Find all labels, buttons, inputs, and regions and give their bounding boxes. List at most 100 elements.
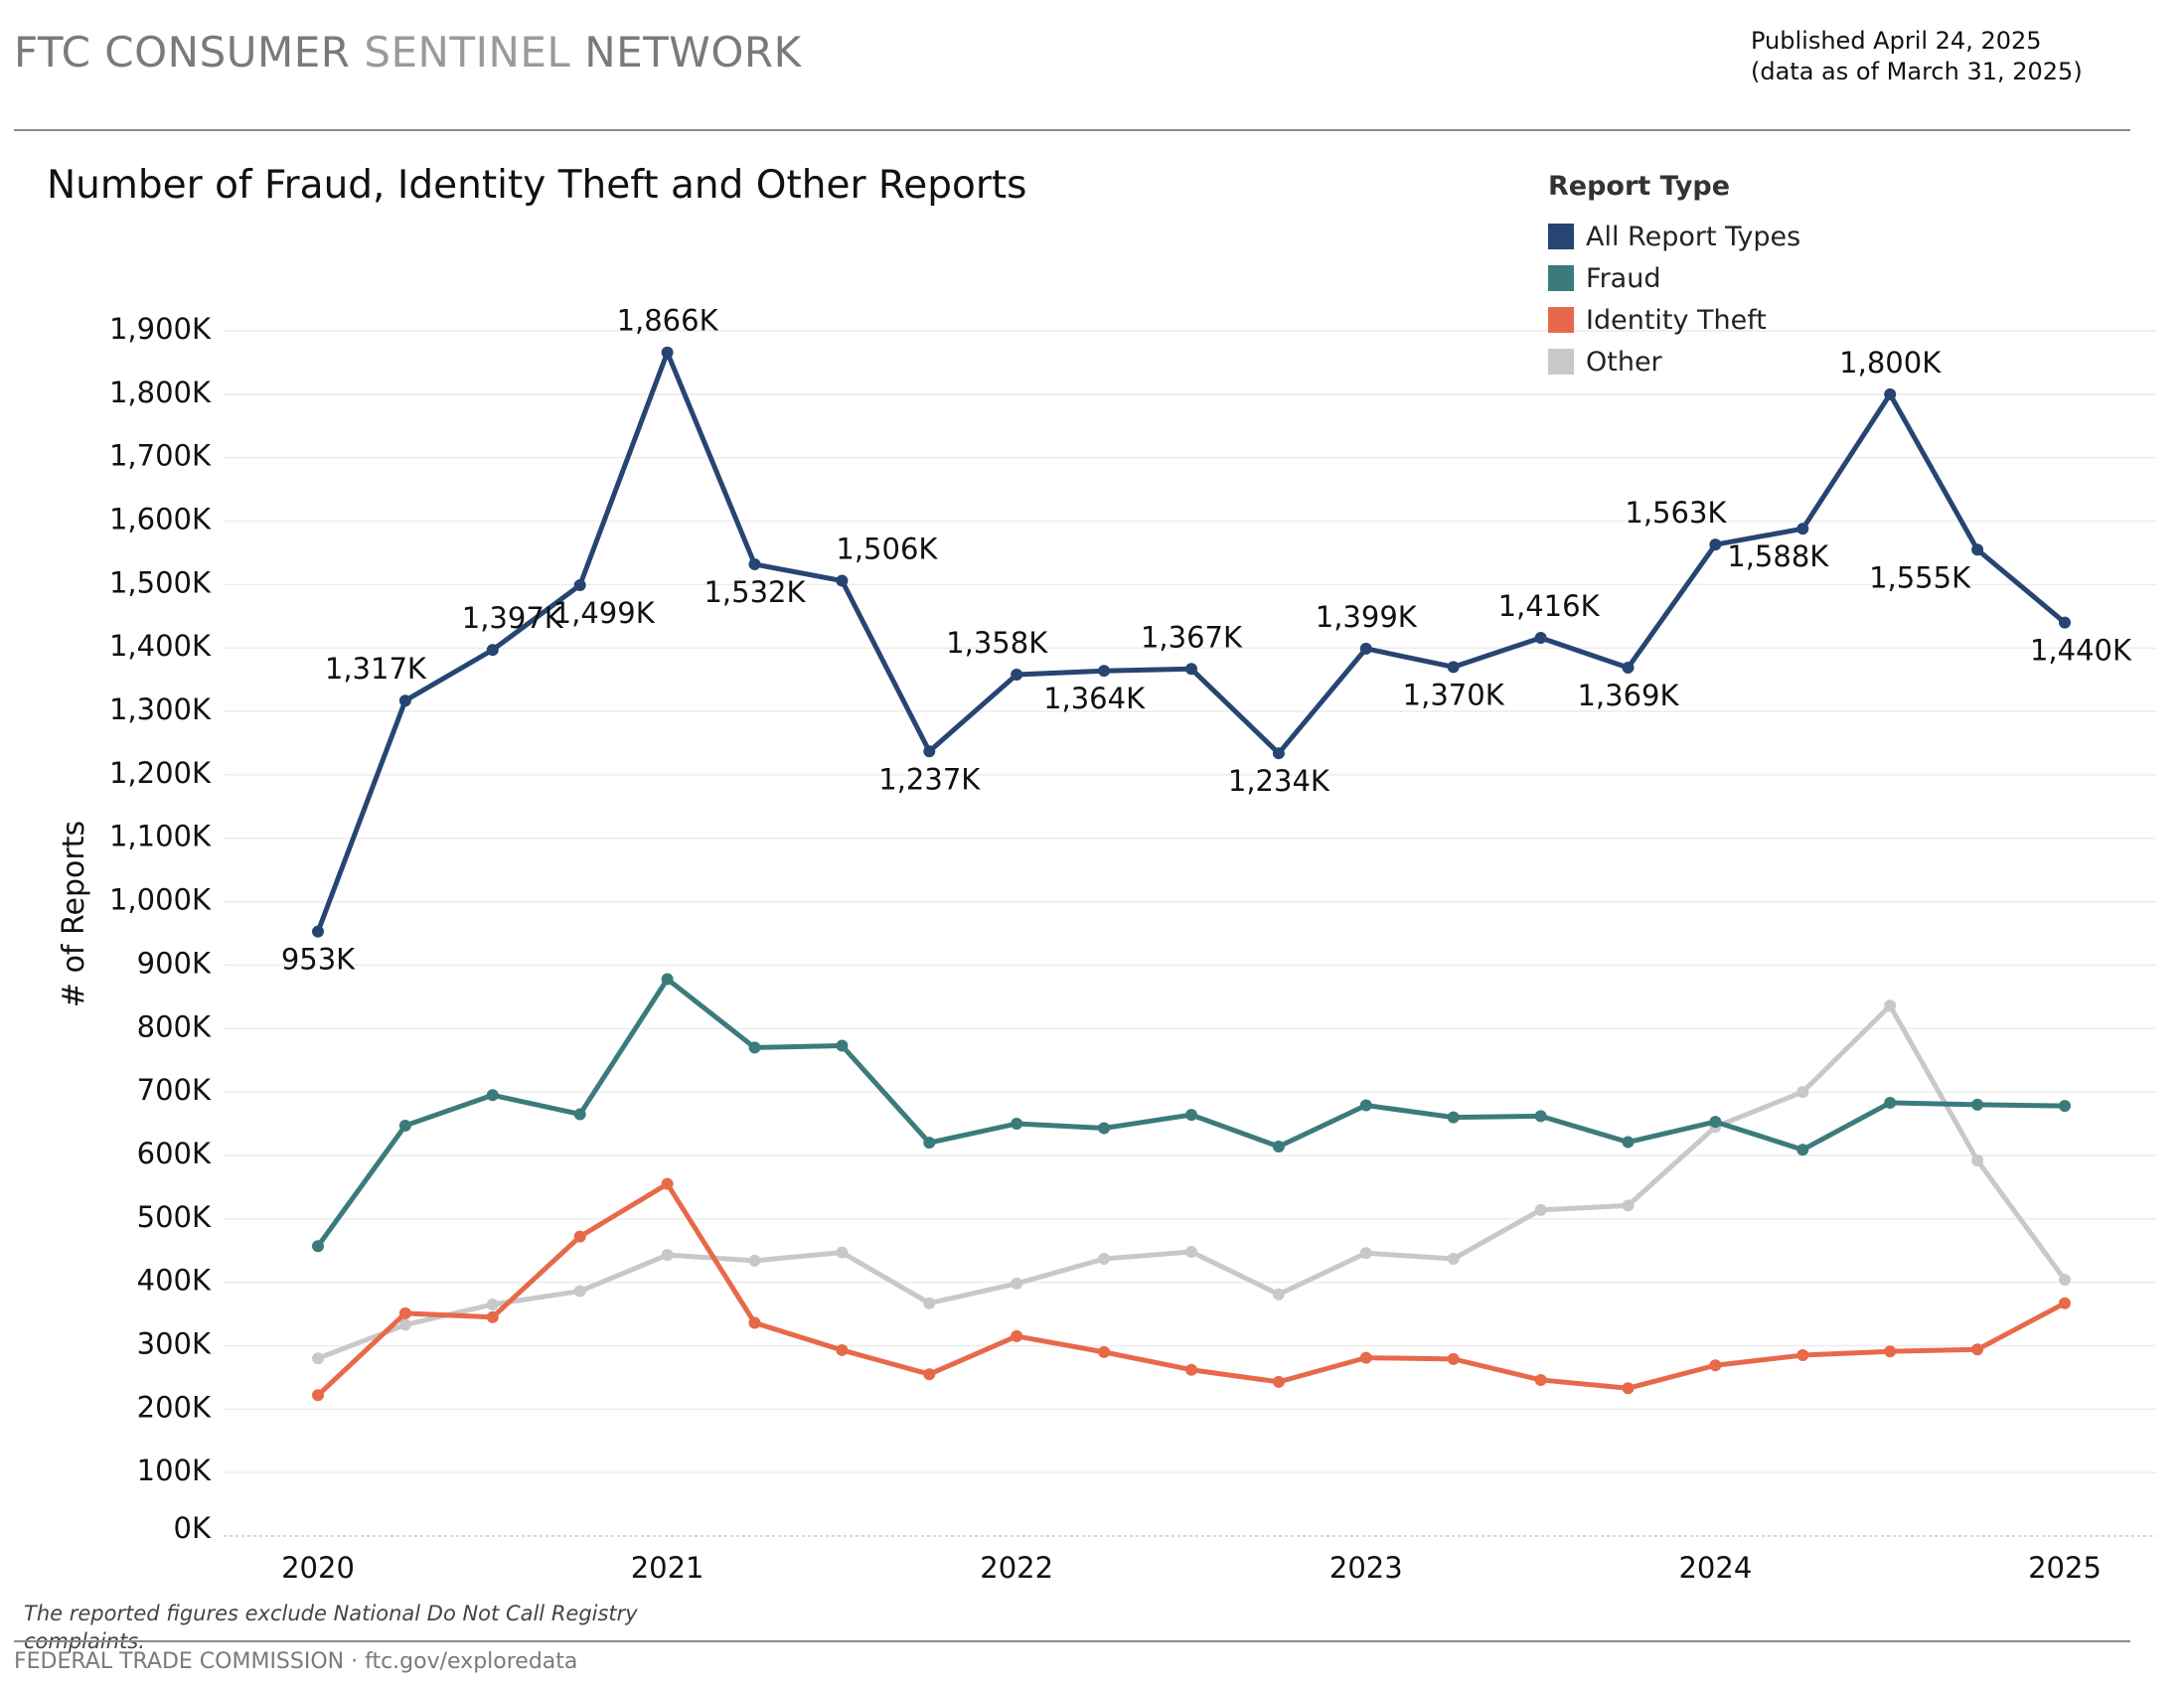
data-label: 1,367K bbox=[1141, 620, 1243, 654]
data-point-other bbox=[1098, 1253, 1111, 1266]
data-point-all-report-types bbox=[836, 574, 849, 587]
data-point-identity-theft bbox=[1011, 1329, 1023, 1342]
y-tick-label: 500K bbox=[137, 1200, 212, 1234]
data-point-all-report-types bbox=[1534, 631, 1547, 644]
data-point-other bbox=[573, 1285, 586, 1298]
y-tick-label: 600K bbox=[137, 1137, 212, 1170]
data-point-fraud bbox=[1447, 1111, 1460, 1124]
y-tick-label: 100K bbox=[137, 1454, 212, 1487]
data-as-of-date: (data as of March 31, 2025) bbox=[1751, 58, 2083, 85]
x-tick-label: 2021 bbox=[631, 1551, 704, 1585]
footer-divider bbox=[14, 1640, 2130, 1642]
data-point-other bbox=[1971, 1154, 1984, 1167]
gridlines bbox=[224, 330, 2156, 1473]
y-tick-label: 1,700K bbox=[109, 439, 212, 473]
publication-info: Published April 24, 2025 (data as of Mar… bbox=[1751, 26, 2083, 87]
data-point-other bbox=[1185, 1245, 1197, 1258]
data-label: 1,358K bbox=[946, 626, 1048, 660]
data-point-all-report-types bbox=[2059, 616, 2071, 629]
data-point-fraud bbox=[1185, 1109, 1197, 1122]
data-point-fraud bbox=[1709, 1116, 1722, 1129]
data-point-all-report-types bbox=[398, 694, 411, 707]
data-point-all-report-types bbox=[1971, 543, 1984, 556]
data-label: 1,499K bbox=[553, 596, 656, 630]
data-point-all-report-types bbox=[1185, 663, 1197, 676]
data-label: 1,866K bbox=[617, 304, 719, 338]
data-point-identity-theft bbox=[2059, 1297, 2071, 1309]
data-point-fraud bbox=[836, 1039, 849, 1052]
legend-label: Identity Theft bbox=[1586, 304, 1767, 336]
legend-swatch-all-report-types bbox=[1548, 224, 1574, 249]
y-tick-label: 700K bbox=[137, 1073, 212, 1107]
y-tick-label: 1,400K bbox=[109, 629, 212, 663]
data-point-all-report-types bbox=[486, 644, 499, 657]
y-tick-label: 200K bbox=[137, 1390, 212, 1424]
y-tick-label: 400K bbox=[137, 1264, 212, 1298]
legend-item-identity-theft[interactable]: Identity Theft bbox=[1548, 299, 1800, 341]
data-point-identity-theft bbox=[923, 1368, 936, 1381]
data-point-identity-theft bbox=[1098, 1345, 1111, 1358]
data-point-all-report-types bbox=[1622, 662, 1635, 675]
data-point-fraud bbox=[1359, 1099, 1372, 1112]
data-point-other bbox=[748, 1254, 761, 1267]
brand-header: FTC CONSUMER SENTINEL NETWORK bbox=[14, 28, 802, 77]
x-tick-label: 2020 bbox=[281, 1551, 355, 1585]
x-tick-label: 2025 bbox=[2028, 1551, 2102, 1585]
footer-credit: FEDERAL TRADE COMMISSION · ftc.gov/explo… bbox=[14, 1649, 578, 1674]
data-label: 1,532K bbox=[703, 575, 806, 609]
data-point-all-report-types bbox=[923, 745, 936, 758]
data-point-other bbox=[1272, 1288, 1285, 1301]
data-point-fraud bbox=[1622, 1136, 1635, 1149]
data-label: 953K bbox=[281, 943, 356, 977]
data-point-other bbox=[661, 1249, 674, 1262]
published-date: Published April 24, 2025 bbox=[1751, 27, 2042, 55]
data-point-other bbox=[836, 1246, 849, 1259]
y-tick-label: 1,000K bbox=[109, 883, 212, 917]
header-divider bbox=[14, 129, 2130, 131]
data-label: 1,399K bbox=[1316, 600, 1418, 634]
data-point-identity-theft bbox=[1359, 1351, 1372, 1364]
y-tick-label: 1,900K bbox=[109, 312, 212, 346]
data-point-fraud bbox=[2059, 1100, 2071, 1113]
y-tick-label: 1,100K bbox=[109, 820, 212, 853]
data-point-identity-theft bbox=[748, 1316, 761, 1329]
data-point-identity-theft bbox=[398, 1306, 411, 1319]
data-point-all-report-types bbox=[1359, 642, 1372, 655]
data-point-other bbox=[2059, 1274, 2071, 1287]
legend-swatch-fraud bbox=[1548, 265, 1574, 291]
legend-item-fraud[interactable]: Fraud bbox=[1548, 257, 1800, 299]
data-point-fraud bbox=[748, 1041, 761, 1054]
x-tick-label: 2024 bbox=[1678, 1551, 1752, 1585]
data-point-fraud bbox=[1534, 1110, 1547, 1123]
data-point-other bbox=[1884, 999, 1897, 1012]
data-point-other bbox=[1447, 1253, 1460, 1266]
data-point-all-report-types bbox=[573, 579, 586, 592]
data-label: 1,364K bbox=[1043, 682, 1146, 715]
data-point-identity-theft bbox=[1709, 1359, 1722, 1372]
legend-label: Fraud bbox=[1586, 262, 1661, 294]
data-label: 1,369K bbox=[1577, 679, 1679, 712]
data-label: 1,234K bbox=[1228, 764, 1330, 798]
data-point-other bbox=[398, 1318, 411, 1331]
data-point-other bbox=[1534, 1203, 1547, 1216]
data-label: 1,506K bbox=[836, 533, 938, 566]
data-point-identity-theft bbox=[312, 1389, 324, 1402]
data-point-identity-theft bbox=[836, 1343, 849, 1356]
y-tick-label: 1,200K bbox=[109, 756, 212, 790]
legend-item-all-report-types[interactable]: All Report Types bbox=[1548, 216, 1800, 257]
data-point-other bbox=[1011, 1277, 1023, 1290]
legend: Report Type All Report Types Fraud Ident… bbox=[1548, 171, 1800, 383]
legend-label: All Report Types bbox=[1586, 221, 1801, 252]
legend-swatch-identity-theft bbox=[1548, 307, 1574, 333]
data-point-other bbox=[1622, 1199, 1635, 1212]
data-point-identity-theft bbox=[1971, 1343, 1984, 1356]
legend-title: Report Type bbox=[1548, 171, 1731, 202]
legend-item-other[interactable]: Other bbox=[1548, 341, 1800, 383]
data-point-all-report-types bbox=[312, 925, 324, 938]
data-point-all-report-types bbox=[661, 346, 674, 359]
legend-label: Other bbox=[1586, 346, 1662, 378]
data-point-fraud bbox=[1971, 1098, 1984, 1111]
footnote: The reported figures exclude National Do… bbox=[24, 1602, 638, 1653]
data-point-fraud bbox=[312, 1240, 324, 1253]
data-point-all-report-types bbox=[1796, 523, 1809, 536]
